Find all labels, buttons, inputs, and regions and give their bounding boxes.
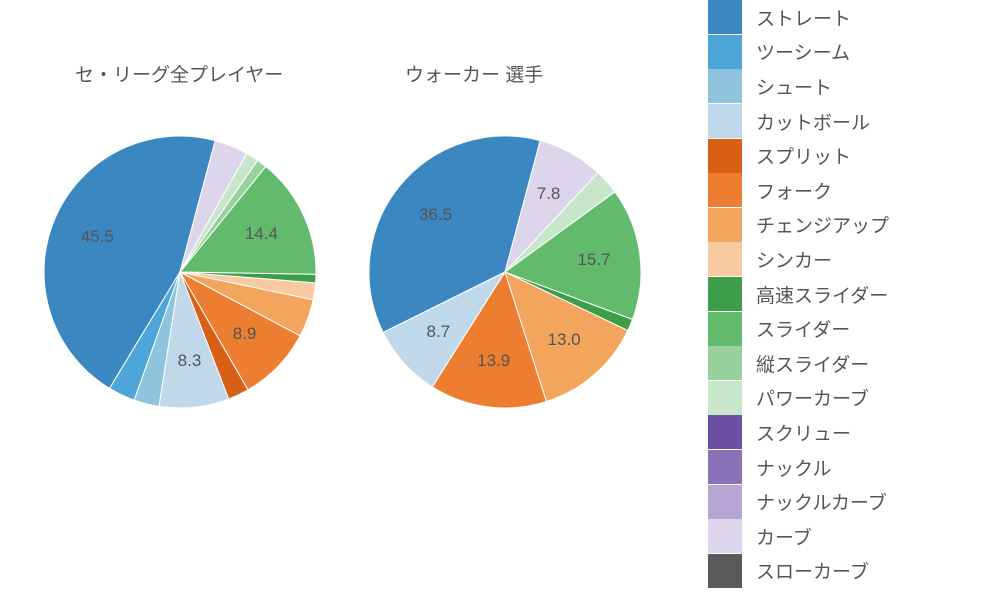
legend-label: シュート (756, 73, 832, 100)
legend-item: カーブ (708, 519, 988, 554)
legend-item: チェンジアップ (708, 208, 988, 243)
chart-stage: セ・リーグ全プレイヤー 45.58.38.914.4 ウォーカー 選手 36.5… (0, 0, 1000, 600)
legend-item: ナックルカーブ (708, 484, 988, 519)
legend-swatch (708, 277, 742, 311)
legend-label: スライダー (756, 315, 850, 342)
legend-item: シンカー (708, 242, 988, 277)
legend-swatch (708, 0, 742, 34)
legend-label: スローカーブ (756, 557, 869, 584)
legend-swatch (708, 69, 742, 103)
legend-swatch (708, 139, 742, 173)
legend-item: スライダー (708, 311, 988, 346)
legend-swatch (708, 173, 742, 207)
legend-label: ナックルカーブ (756, 488, 887, 515)
legend-label: ナックル (756, 454, 831, 481)
legend-label: 縦スライダー (756, 350, 869, 377)
legend-item: フォーク (708, 173, 988, 208)
legend-item: 縦スライダー (708, 346, 988, 381)
legend-swatch (708, 519, 742, 553)
legend-swatch (708, 104, 742, 138)
legend-label: パワーカーブ (756, 384, 869, 411)
legend-label: カーブ (756, 523, 812, 550)
legend-swatch (708, 242, 742, 276)
legend-item: スローカーブ (708, 554, 988, 589)
legend-label: シンカー (756, 246, 832, 273)
legend-swatch (708, 346, 742, 380)
legend-label: スプリット (756, 142, 851, 169)
legend-swatch (708, 381, 742, 415)
legend-swatch (708, 485, 742, 519)
legend-swatch (708, 450, 742, 484)
legend-swatch (708, 554, 742, 588)
legend-label: 高速スライダー (756, 281, 888, 308)
pie-svg-player (369, 136, 641, 408)
legend-item: ストレート (708, 0, 988, 35)
legend-item: スプリット (708, 138, 988, 173)
pie-svg-league (44, 136, 316, 408)
legend-item: パワーカーブ (708, 381, 988, 416)
legend-swatch (708, 415, 742, 449)
pie-title-league: セ・リーグ全プレイヤー (75, 60, 283, 87)
legend-item: スクリュー (708, 415, 988, 450)
pie-title-player: ウォーカー 選手 (405, 60, 543, 87)
legend-item: ツーシーム (708, 35, 988, 70)
legend-item: 高速スライダー (708, 277, 988, 312)
legend-label: ストレート (756, 4, 851, 31)
legend-label: チェンジアップ (756, 211, 889, 238)
legend-item: ナックル (708, 450, 988, 485)
legend: ストレートツーシームシュートカットボールスプリットフォークチェンジアップシンカー… (708, 0, 988, 588)
legend-label: ツーシーム (756, 38, 850, 65)
legend-swatch (708, 35, 742, 69)
legend-swatch (708, 312, 742, 346)
legend-item: カットボール (708, 104, 988, 139)
legend-label: フォーク (756, 177, 832, 204)
legend-label: スクリュー (756, 419, 851, 446)
legend-label: カットボール (756, 108, 870, 135)
legend-swatch (708, 208, 742, 242)
legend-item: シュート (708, 69, 988, 104)
